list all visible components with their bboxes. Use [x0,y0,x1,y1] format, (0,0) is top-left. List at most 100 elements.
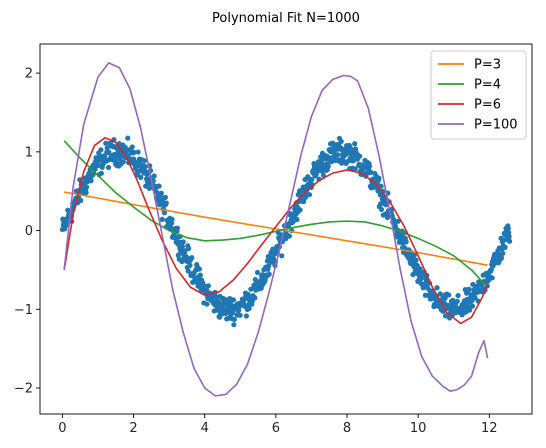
scatter-point [502,236,509,243]
scatter-point [467,307,473,313]
scatter-point [335,152,341,158]
y-tick-label: −2 [14,382,33,397]
scatter-point [446,292,452,298]
scatter-point [489,275,495,281]
scatter-point [252,295,258,301]
plot-area-frame [39,43,533,415]
scatter-point [105,164,112,171]
scatter-point [338,138,344,145]
y-tick-label: 2 [25,67,33,82]
scatter-point [151,173,157,179]
scatter-point [203,287,210,293]
scatter-point [231,316,237,323]
legend: P=3 P=4 P=6 P=100 [430,50,527,140]
scatter-point [186,245,192,252]
legend-label: P=100 [474,118,518,133]
scatter-point [131,149,137,155]
series-line-3 [63,136,489,325]
fit-lines [63,62,489,397]
x-tick-label: 10 [410,421,427,436]
scatter-point [254,269,261,276]
scatter-point [454,298,460,304]
scatter-point [266,271,272,277]
scatter-point [375,188,381,194]
scatter-point [434,285,440,291]
y-tick-label: 0 [25,224,33,239]
scatter-point [103,140,109,146]
scatter-point [403,239,409,245]
x-axis: 0 2 4 6 8 10 12 [58,414,498,436]
scatter-point [418,276,424,282]
scatter-point [357,153,363,159]
scatter-point [378,206,385,213]
scatter-point [231,322,237,328]
scatter-point [204,301,210,307]
scatter-point [129,144,135,150]
scatter-point [320,172,326,178]
scatter-point [179,243,185,250]
scatter-point [120,159,126,165]
chart-title: Polynomial Fit N=1000 [212,11,360,26]
scatter-point [368,169,374,175]
scatter-point [366,163,373,169]
scatter-point [309,176,315,183]
scatter-point [169,216,175,222]
scatter-point [376,175,382,181]
scatter-point [279,253,285,259]
scatter-point [286,233,292,239]
scatter-point [141,158,147,164]
scatter-point [159,216,165,223]
legend-label: P=3 [474,58,501,73]
scatter-point [175,252,181,258]
scatter-point [162,194,168,200]
scatter-point [174,225,181,231]
scatter-point [455,292,461,299]
scatter-point [469,303,476,309]
y-axis: −2 −1 0 1 2 [14,67,40,397]
scatter-point [294,216,300,223]
scatter-point [395,218,401,224]
x-tick-label: 0 [58,421,66,436]
scatter-point [62,226,68,232]
scatter-point [135,149,141,155]
scatter-point [352,166,358,172]
scatter-point [246,305,252,312]
scatter-point [98,170,104,176]
scatter-point [301,198,307,205]
scatter-point [472,295,478,301]
scatter-point [306,192,313,198]
scatter-point [98,147,104,153]
scatter-point [411,252,417,258]
x-tick-label: 6 [272,421,280,436]
scatter-point [459,312,465,318]
scatter-point [187,262,193,269]
scatter-point [161,210,168,216]
scatter-point [230,297,236,303]
legend-label: P=6 [474,98,501,113]
scatter-point [350,158,356,164]
scatter-point [500,250,506,256]
scatter-point [205,283,211,289]
scatter-point [243,313,249,319]
scatter-point [196,266,202,272]
x-tick-label: 12 [481,421,498,436]
scatter-point [498,255,505,261]
y-tick-label: −1 [14,303,33,318]
scatter-point [266,263,272,269]
scatter-point [378,183,384,189]
series-line-2 [63,140,489,288]
scatter-point [180,239,186,245]
legend-label: P=4 [474,78,501,93]
series-line-1 [64,191,488,266]
x-tick-label: 8 [343,421,351,436]
scatter-point [352,141,358,147]
y-tick-label: 1 [25,145,33,160]
scatter-point [169,220,175,226]
series-line-4 [63,62,489,397]
scatter-point [125,135,131,141]
x-tick-label: 4 [201,421,209,436]
scatter-point [413,257,419,263]
scatter-point [138,174,144,180]
scatter-point [88,178,94,184]
